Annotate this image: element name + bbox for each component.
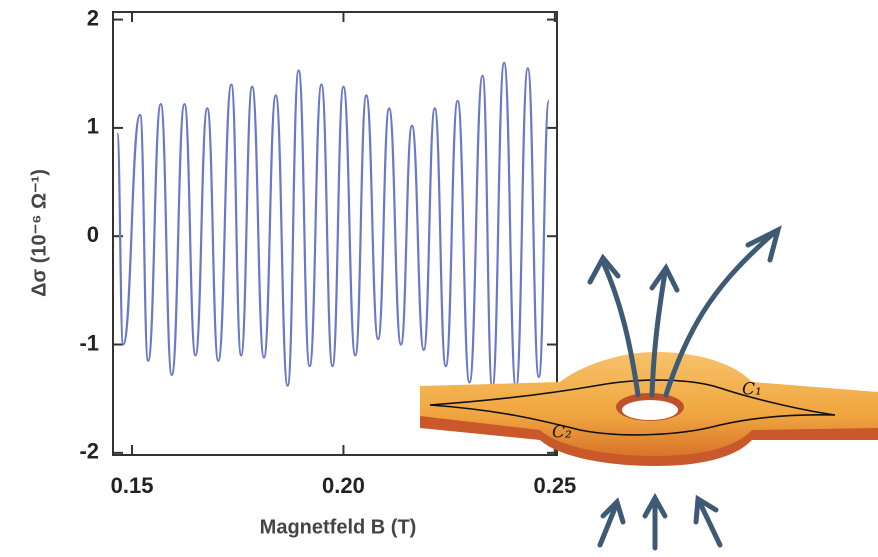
y-tick-label: -2 <box>79 439 99 464</box>
plot-frame <box>112 11 558 456</box>
path-c2 <box>429 404 836 436</box>
data-line <box>116 61 551 389</box>
y-axis-label: Δσ (10⁻⁶ Ω⁻¹) <box>28 169 50 297</box>
ring-illustration: C₁ C₂ <box>420 225 878 551</box>
label-c1: C₁ <box>742 380 762 400</box>
ring-hole <box>622 400 678 420</box>
x-axis-label: Magnetfeld B (T) <box>260 516 417 538</box>
y-tick-label: 0 <box>87 222 99 247</box>
label-c2: C₂ <box>552 423 572 443</box>
y-tick-label: 2 <box>87 5 99 30</box>
x-tick-label: 0.20 <box>322 473 365 498</box>
path-c1 <box>429 379 836 416</box>
y-tick-label: 1 <box>87 114 99 139</box>
y-tick-label: -1 <box>79 330 99 355</box>
plot: 2 1 0 -1 -2 0.15 0.20 0.25 <box>79 5 576 497</box>
x-tick-label: 0.15 <box>111 473 154 498</box>
x-tick-label: 0.25 <box>533 473 576 498</box>
field-arrows <box>587 225 782 551</box>
